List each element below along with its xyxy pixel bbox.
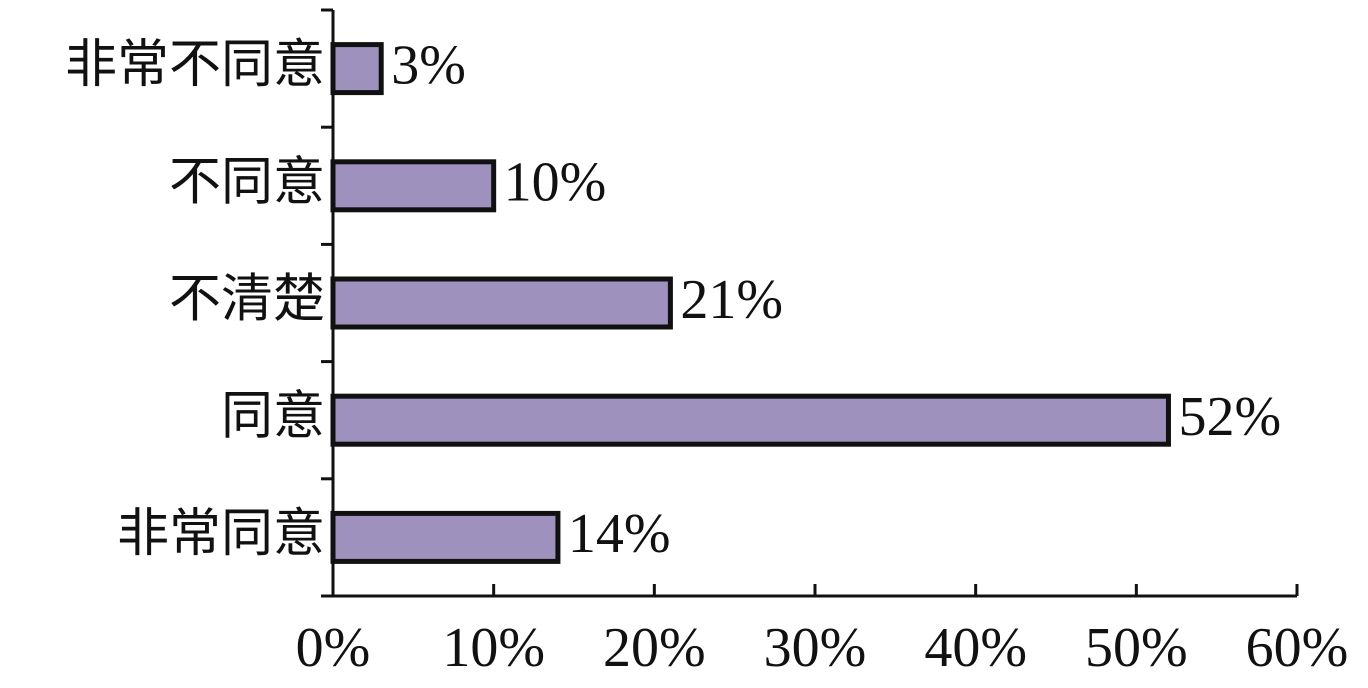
category-label-2: 不同意	[169, 152, 325, 212]
value-label-5: 14%	[568, 503, 671, 565]
labels-group: 非常不同意 3% 不同意 10% 不清楚 21% 同意 52% 非常同意 14% 0% 10% 20% 3…	[65, 34, 1348, 679]
x-tick-label-5: 50%	[1085, 617, 1188, 679]
category-label-3: 不清楚	[169, 270, 325, 330]
x-tick-label-1: 10%	[442, 617, 545, 679]
value-label-2: 10%	[504, 152, 607, 214]
category-label-4: 同意	[221, 387, 325, 447]
category-label-1: 非常不同意	[65, 35, 325, 95]
x-tick-label-4: 40%	[924, 617, 1027, 679]
value-label-4: 52%	[1178, 386, 1281, 448]
x-tick-label-6: 60%	[1246, 617, 1349, 679]
x-tick-label-0: 0%	[296, 617, 371, 679]
bar-3	[330, 276, 673, 330]
x-tick-label-3: 30%	[764, 617, 867, 679]
value-label-1: 3%	[391, 34, 466, 96]
category-label-5: 非常同意	[117, 504, 325, 564]
value-label-3: 21%	[680, 269, 783, 331]
bar-5	[330, 510, 561, 564]
bar-4	[330, 393, 1171, 447]
bars-group	[330, 42, 1171, 564]
axes-group	[321, 8, 1299, 598]
bar-1	[330, 42, 384, 96]
bar-2	[330, 159, 497, 213]
x-tick-label-2: 20%	[603, 617, 706, 679]
